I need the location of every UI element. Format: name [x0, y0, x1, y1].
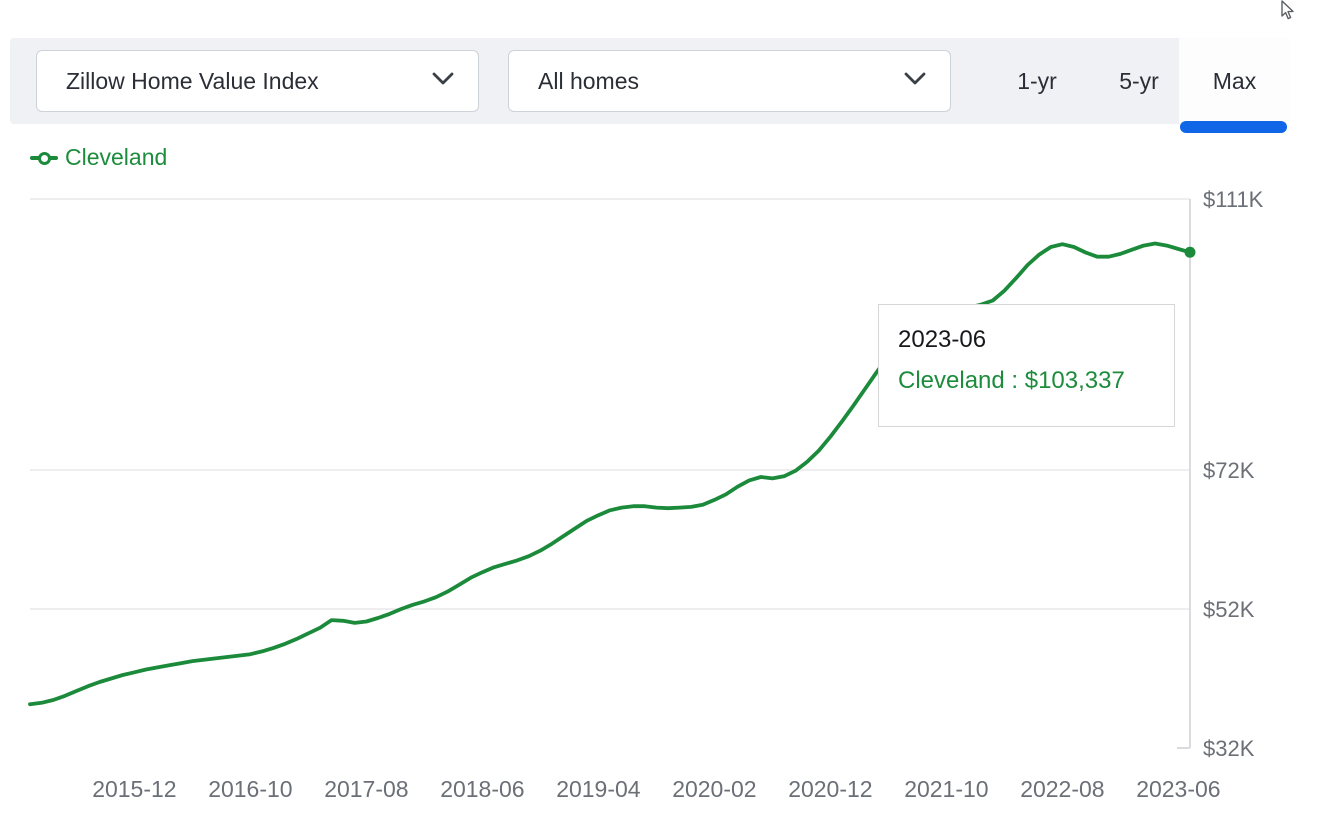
metric-dropdown[interactable]: Zillow Home Value Index: [36, 50, 479, 112]
control-bar: Zillow Home Value Index All homes 1-yr 5…: [10, 38, 1290, 133]
y-axis-label: $111K: [1203, 187, 1264, 212]
chart-tooltip: 2023-06 Cleveland : $103,337: [878, 304, 1175, 427]
x-axis-label: 2020-12: [788, 776, 872, 802]
chevron-down-icon: [904, 72, 926, 91]
tab-5yr[interactable]: 5-yr: [1089, 38, 1189, 124]
x-axis-label: 2021-10: [904, 776, 988, 802]
mouse-cursor-icon: [1277, 0, 1297, 27]
legend-line-marker-icon: [30, 151, 58, 165]
x-axis-label: 2022-08: [1020, 776, 1104, 802]
home-type-dropdown[interactable]: All homes: [508, 50, 951, 112]
legend-item-cleveland[interactable]: Cleveland: [30, 144, 167, 171]
x-axis-label: 2015-12: [92, 776, 176, 802]
tooltip-series-value: Cleveland : $103,337: [898, 367, 1125, 394]
y-axis-label: $52K: [1203, 597, 1255, 622]
tab-max-label: Max: [1212, 67, 1257, 94]
home-type-dropdown-value: All homes: [538, 67, 639, 94]
x-axis-label: 2017-08: [324, 776, 408, 802]
x-axis-label: 2016-10: [208, 776, 292, 802]
tab-5yr-label: 5-yr: [1119, 67, 1159, 94]
chevron-down-icon: [432, 72, 454, 91]
tooltip-date: 2023-06: [898, 326, 987, 353]
x-axis-label: 2018-06: [440, 776, 524, 802]
y-axis-label: $72K: [1203, 458, 1255, 483]
x-axis-label: 2023-06: [1136, 776, 1220, 802]
series-end-marker[interactable]: [1184, 246, 1196, 258]
tab-1yr[interactable]: 1-yr: [987, 38, 1087, 124]
metric-dropdown-value: Zillow Home Value Index: [66, 67, 319, 94]
y-axis-label: $32K: [1203, 736, 1255, 761]
tab-1yr-label: 1-yr: [1017, 67, 1057, 94]
selected-tab-underline: [1180, 121, 1287, 133]
series-line-cleveland[interactable]: [28, 241, 1192, 707]
x-axis-label: 2019-04: [556, 776, 641, 802]
x-axis-label: 2020-02: [672, 776, 756, 802]
legend-label: Cleveland: [65, 144, 168, 170]
tab-max[interactable]: Max: [1179, 38, 1290, 124]
